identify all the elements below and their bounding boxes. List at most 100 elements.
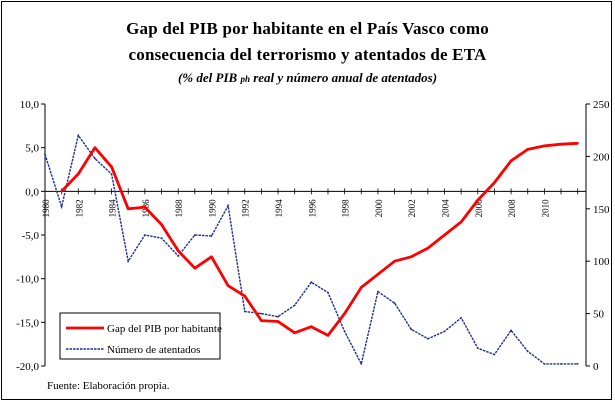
left-tick-label: 5,0: [25, 143, 39, 155]
x-tick-label: 1998: [341, 199, 351, 218]
right-tick-label: 250: [593, 99, 610, 111]
point-pib-gap: [110, 165, 113, 169]
point-atentados: [227, 204, 230, 207]
left-tick-label: -15,0: [16, 317, 39, 329]
point-pib-gap: [493, 181, 496, 184]
point-atentados: [143, 234, 146, 236]
point-pib-gap: [326, 334, 330, 337]
point-pib-gap: [376, 273, 380, 276]
point-pib-gap: [93, 146, 97, 149]
right-tick-label: 50: [593, 309, 605, 321]
point-atentados: [460, 316, 463, 319]
point-atentados: [526, 350, 529, 353]
point-pib-gap: [410, 255, 413, 259]
point-atentados: [327, 291, 329, 294]
left-tick-label: 10,0: [20, 99, 40, 111]
point-atentados: [127, 260, 130, 263]
x-tick-label: 2006: [474, 199, 484, 218]
point-atentados: [543, 363, 546, 365]
point-atentados: [193, 234, 196, 236]
point-atentados: [94, 157, 96, 160]
point-atentados: [393, 302, 396, 305]
point-atentados: [60, 205, 63, 208]
point-pib-gap: [476, 198, 479, 202]
chart-subtitle: (% del PIB ph real y número anual de ate…: [0, 70, 615, 86]
point-atentados: [243, 310, 246, 313]
subtitle-subscript: ph: [240, 74, 250, 84]
x-tick-label: 1982: [74, 199, 84, 217]
x-tick-label: 1996: [307, 199, 317, 218]
point-pib-gap: [160, 223, 163, 226]
point-pib-gap: [576, 142, 579, 145]
x-tick-label: 2008: [507, 199, 517, 218]
point-pib-gap: [509, 159, 513, 162]
point-atentados: [576, 363, 579, 365]
point-pib-gap: [360, 286, 363, 289]
x-tick-label: 2002: [407, 199, 417, 217]
point-pib-gap: [526, 148, 529, 151]
x-tick-label: 1980: [41, 199, 51, 218]
right-tick-label: 200: [593, 151, 610, 163]
left-tick-label: -20,0: [16, 361, 39, 373]
point-pib-gap: [60, 190, 63, 193]
x-tick-label: 2010: [540, 199, 550, 218]
point-atentados: [443, 330, 446, 333]
point-atentados: [77, 134, 80, 137]
point-pib-gap: [310, 325, 313, 328]
x-tick-label: 1988: [174, 199, 184, 218]
point-atentados: [210, 235, 213, 237]
point-atentados: [293, 304, 296, 307]
chart-title-line2: consecuencia del terrorismo y atentados …: [128, 45, 487, 64]
point-atentados: [310, 281, 313, 284]
point-pib-gap: [393, 260, 396, 263]
x-tick-label: 1990: [207, 199, 217, 218]
x-tick-label: 2004: [441, 199, 451, 218]
point-atentados: [493, 353, 496, 356]
point-pib-gap: [293, 331, 296, 335]
point-pib-gap: [543, 144, 546, 148]
x-tick-label: 1984: [108, 199, 118, 218]
point-pib-gap: [243, 294, 246, 298]
point-atentados: [377, 290, 379, 293]
point-pib-gap: [459, 220, 463, 224]
point-pib-gap: [426, 246, 430, 250]
point-atentados: [160, 237, 163, 240]
point-atentados: [277, 315, 279, 318]
point-atentados: [177, 255, 180, 257]
x-tick-label: 2000: [374, 199, 384, 218]
subtitle-pre: (% del PIB: [177, 70, 241, 85]
point-pib-gap: [260, 319, 263, 322]
point-pib-gap: [559, 142, 563, 146]
left-tick-label: -5,0: [22, 230, 40, 242]
point-pib-gap: [443, 233, 446, 237]
legend-label-pib-gap: Gap del PIB por habitante: [107, 323, 222, 335]
point-atentados: [426, 337, 429, 340]
right-tick-label: 100: [593, 256, 610, 268]
x-tick-label: 1994: [274, 199, 284, 218]
point-atentados: [44, 153, 46, 156]
right-tick-label: 0: [593, 361, 599, 373]
point-atentados: [510, 329, 512, 332]
point-atentados: [410, 328, 413, 331]
left-tick-label: -10,0: [16, 274, 39, 286]
point-atentados: [560, 363, 562, 365]
point-pib-gap: [210, 255, 213, 259]
point-pib-gap: [276, 320, 280, 323]
source-note: Fuente: Elaboración propia.: [47, 380, 170, 392]
x-tick-label: 1992: [241, 199, 251, 217]
chart-title-line1: Gap del PIB por habitante en el País Vas…: [126, 19, 489, 38]
point-pib-gap: [176, 249, 180, 252]
legend-box: [59, 312, 221, 360]
left-tick-label: 0,0: [25, 186, 39, 198]
point-atentados: [343, 330, 346, 333]
legend: Gap del PIB por habitante Número de atent…: [59, 312, 222, 360]
point-pib-gap: [77, 172, 80, 176]
right-tick-label: 150: [593, 204, 610, 216]
point-atentados: [476, 347, 479, 350]
subtitle-post: real y número anual de atentados): [249, 70, 438, 85]
point-atentados: [260, 312, 263, 315]
point-pib-gap: [343, 312, 346, 315]
point-pib-gap: [193, 266, 197, 270]
series-line-pib-gap: [60, 141, 578, 337]
